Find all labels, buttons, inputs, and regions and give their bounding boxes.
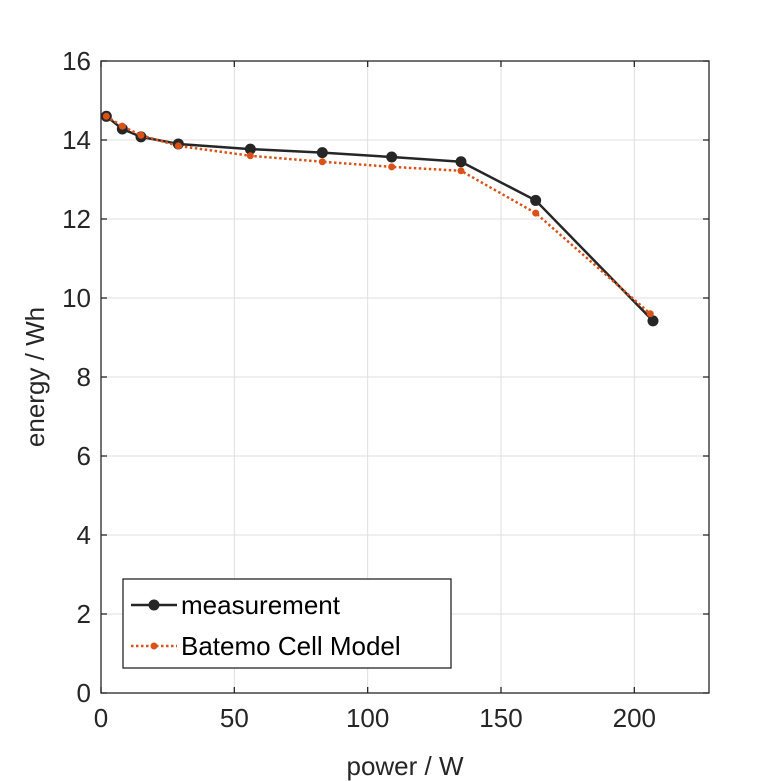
x-tick-label: 100: [346, 703, 389, 733]
y-tick-label: 8: [77, 362, 91, 392]
axis-ticks: 0 2 4 6 8 10 12 14 16 0 50 100 150 200: [62, 46, 709, 733]
data-point-batemo-cell-model: [137, 131, 145, 139]
data-point-measurement: [386, 151, 398, 163]
data-point-measurement: [244, 143, 256, 155]
data-point-batemo-cell-model: [457, 167, 465, 175]
y-axis-label: energy / Wh: [20, 307, 50, 447]
y-tick-label: 10: [62, 283, 91, 313]
data-point-batemo-cell-model: [532, 209, 540, 217]
series-line-batemo-cell-model: [105, 115, 652, 315]
legend: measurement Batemo Cell Model: [122, 578, 452, 669]
data-point-batemo-cell-model: [102, 112, 110, 120]
data-point-batemo-cell-model: [174, 142, 182, 150]
y-tick-label: 16: [62, 46, 91, 76]
y-tick-label: 4: [77, 520, 91, 550]
x-tick-label: 150: [479, 703, 522, 733]
x-tick-label: 50: [220, 703, 249, 733]
data-point-batemo-cell-model: [118, 122, 126, 130]
x-axis-label: power / W: [346, 751, 463, 781]
series-line-measurement: [105, 115, 654, 322]
legend-box: [122, 578, 452, 669]
series-layer: [100, 110, 659, 327]
data-point-batemo-cell-model: [388, 163, 396, 171]
x-tick-label: 0: [94, 703, 108, 733]
legend-batemo-label: Batemo Cell Model: [181, 631, 401, 661]
data-point-measurement: [647, 315, 659, 327]
legend-batemo-marker: [150, 642, 158, 650]
data-point-batemo-cell-model: [246, 152, 254, 160]
y-tick-label: 14: [62, 125, 91, 155]
y-tick-label: 6: [77, 441, 91, 471]
y-tick-label: 2: [77, 599, 91, 629]
data-point-measurement: [530, 194, 542, 206]
data-point-measurement: [455, 156, 467, 168]
y-tick-label: 0: [77, 678, 91, 708]
legend-measurement-label: measurement: [181, 590, 341, 620]
legend-measurement-marker: [148, 599, 160, 611]
grid-lines: [101, 61, 709, 693]
data-point-batemo-cell-model: [318, 158, 326, 166]
x-tick-label: 200: [613, 703, 656, 733]
y-tick-label: 12: [62, 204, 91, 234]
data-point-batemo-cell-model: [646, 310, 654, 318]
data-point-measurement: [316, 147, 328, 159]
